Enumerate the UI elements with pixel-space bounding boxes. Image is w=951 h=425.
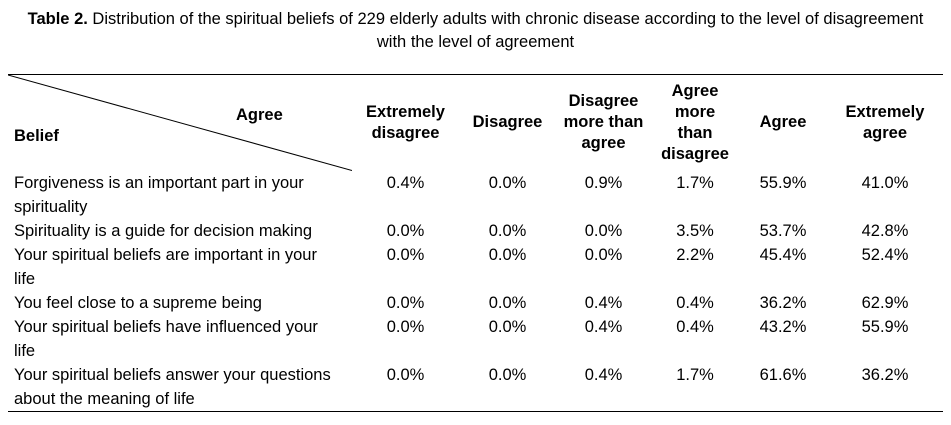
corner-label-belief: Belief	[14, 127, 59, 145]
value-cell: 0.0%	[584, 245, 623, 264]
value-cell: 0.0%	[488, 245, 527, 264]
value-cell: 1.7%	[676, 173, 714, 192]
value-cell: 61.6%	[759, 365, 807, 384]
spiritual-beliefs-table: Agree Belief Extremely disagree Disagree…	[8, 74, 943, 412]
table-row: Your spiritual beliefs answer your quest…	[8, 363, 943, 412]
belief-cell: Your spiritual beliefs have influenced y…	[14, 317, 318, 360]
value-cell: 0.0%	[386, 293, 425, 312]
column-header-extremely-agree: Extremely agree	[845, 102, 925, 142]
value-cell: 42.8%	[861, 221, 909, 240]
value-cell: 3.5%	[676, 221, 714, 240]
value-cell: 0.4%	[676, 293, 714, 312]
value-cell: 36.2%	[861, 365, 909, 384]
value-cell: 55.9%	[759, 173, 807, 192]
table-row: Spirituality is a guide for decision mak…	[8, 219, 943, 243]
column-header-agree: Agree	[759, 113, 807, 132]
value-cell: 41.0%	[861, 173, 909, 192]
table-row: Your spiritual beliefs are important in …	[8, 243, 943, 291]
value-cell: 0.4%	[584, 365, 623, 384]
value-cell: 43.2%	[759, 317, 807, 336]
caption-text: Distribution of the spiritual beliefs of…	[87, 10, 924, 28]
belief-cell: Your spiritual beliefs are important in …	[14, 245, 317, 288]
belief-cell: Spirituality is a guide for decision mak…	[14, 221, 313, 240]
column-header-disagree-more-than-agree: Disagree more than agree	[563, 92, 644, 153]
value-cell: 0.4%	[676, 317, 714, 336]
value-cell: 52.4%	[861, 245, 909, 264]
value-cell: 0.0%	[488, 173, 527, 192]
column-header-disagree: Disagree	[472, 113, 543, 132]
value-cell: 53.7%	[759, 221, 807, 240]
table-row: You feel close to a supreme being 0.0% 0…	[8, 291, 943, 315]
value-cell: 0.0%	[488, 317, 527, 336]
value-cell: 36.2%	[759, 293, 807, 312]
diagonal-divider-line	[8, 75, 352, 171]
belief-cell: You feel close to a supreme being	[14, 293, 262, 312]
value-cell: 45.4%	[759, 245, 807, 264]
corner-header-cell: Agree Belief	[8, 75, 352, 171]
value-cell: 0.9%	[584, 173, 623, 192]
table-row: Forgiveness is an important part in your…	[8, 171, 943, 219]
value-cell: 0.0%	[386, 317, 425, 336]
belief-cell: Your spiritual beliefs answer your quest…	[14, 365, 331, 408]
value-cell: 55.9%	[861, 317, 909, 336]
table-row: Your spiritual beliefs have influenced y…	[8, 315, 943, 363]
value-cell: 0.4%	[386, 173, 425, 192]
column-header-agree-more-than-disagree: Agree more than disagree	[661, 81, 729, 163]
value-cell: 0.0%	[386, 365, 425, 384]
value-cell: 0.0%	[488, 221, 527, 240]
value-cell: 0.4%	[584, 317, 623, 336]
value-cell: 0.0%	[386, 221, 425, 240]
caption-line-1: Table 2. Distribution of the spiritual b…	[0, 8, 951, 31]
value-cell: 0.0%	[488, 293, 527, 312]
value-cell: 2.2%	[676, 245, 714, 264]
value-cell: 0.0%	[584, 221, 623, 240]
value-cell: 1.7%	[676, 365, 714, 384]
belief-cell: Forgiveness is an important part in your…	[14, 173, 304, 216]
value-cell: 0.4%	[584, 293, 623, 312]
corner-label-agree: Agree	[236, 106, 283, 124]
value-cell: 0.0%	[386, 245, 425, 264]
table-caption: Table 2. Distribution of the spiritual b…	[0, 8, 951, 54]
caption-line-2: with the level of agreement	[376, 33, 575, 51]
value-cell: 62.9%	[861, 293, 909, 312]
column-header-extremely-disagree: Extremely disagree	[366, 102, 445, 142]
caption-table-number: Table 2.	[27, 10, 88, 28]
header-row: Agree Belief Extremely disagree Disagree…	[8, 75, 943, 171]
value-cell: 0.0%	[488, 365, 527, 384]
